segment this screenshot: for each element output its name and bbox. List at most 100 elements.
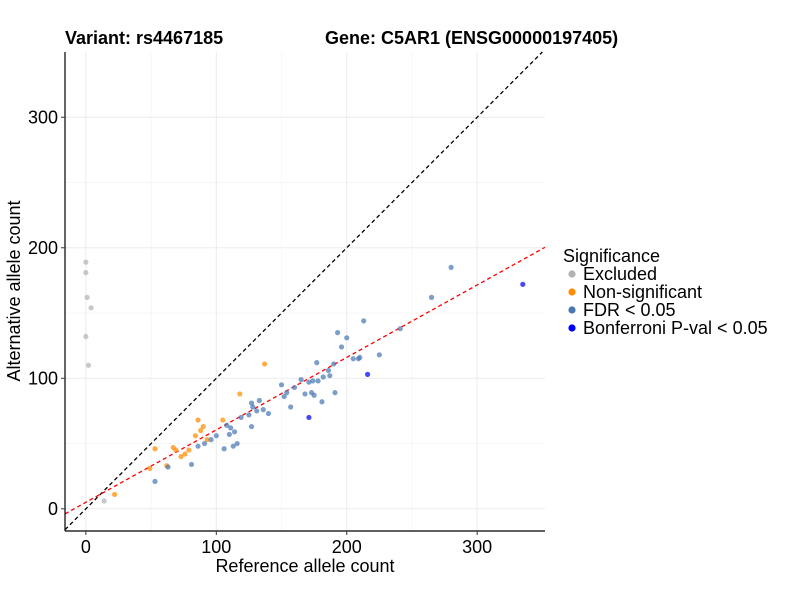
data-point-fdr-0-05 (320, 374, 326, 380)
data-point-fdr-0-05 (357, 354, 363, 361)
data-point-fdr-0-05 (248, 400, 255, 406)
data-point-non-significant (186, 447, 192, 453)
data-point-fdr-0-05 (327, 373, 333, 379)
data-point-fdr-0-05 (311, 392, 317, 398)
data-point-fdr-0-05 (319, 399, 325, 405)
data-point-bonferroni-p-val-0-05 (365, 371, 371, 377)
y-tick-label: 0 (48, 499, 58, 519)
data-point-fdr-0-05 (231, 429, 238, 435)
legend-swatch-excluded (568, 270, 576, 278)
reference-line-identity (64, 51, 543, 531)
legend-swatch-fdr-0-05 (568, 306, 576, 314)
data-point-non-significant (192, 433, 199, 439)
data-point-fdr-0-05 (165, 464, 171, 470)
legend-swatch-bonferroni-p-val-0-05 (568, 324, 576, 332)
y-tick-label: 200 (28, 238, 58, 258)
chart-title-gene: Gene: C5AR1 (ENSG00000197405) (325, 28, 618, 48)
data-point-excluded (83, 333, 89, 340)
data-point-fdr-0-05 (310, 378, 316, 384)
data-point-fdr-0-05 (224, 422, 230, 428)
data-point-non-significant (220, 417, 226, 423)
data-point-fdr-0-05 (238, 414, 244, 421)
chart-title-variant: Variant: rs4467185 (65, 28, 223, 48)
data-point-fdr-0-05 (250, 404, 256, 410)
data-point-fdr-0-05 (228, 425, 234, 431)
data-point-fdr-0-05 (331, 361, 337, 367)
y-axis-title: Alternative allele count (4, 200, 24, 381)
data-point-fdr-0-05 (315, 378, 321, 384)
data-point-bonferroni-p-val-0-05 (306, 414, 312, 421)
data-point-non-significant (173, 447, 179, 453)
data-point-fdr-0-05 (332, 390, 338, 396)
legend: Significance ExcludedNon-significantFDR … (563, 246, 768, 338)
data-point-fdr-0-05 (213, 433, 219, 439)
data-point-fdr-0-05 (335, 330, 341, 336)
data-point-fdr-0-05 (230, 443, 236, 449)
data-point-fdr-0-05 (314, 360, 320, 366)
data-point-fdr-0-05 (195, 443, 201, 449)
data-point-fdr-0-05 (260, 407, 266, 413)
data-point-fdr-0-05 (338, 344, 345, 350)
data-point-non-significant (237, 391, 243, 397)
data-point-fdr-0-05 (291, 384, 298, 391)
legend-label-excluded: Excluded (583, 264, 657, 284)
data-point-fdr-0-05 (256, 397, 262, 404)
data-point-excluded (83, 259, 89, 265)
data-point-non-significant (152, 446, 158, 452)
data-point-fdr-0-05 (265, 410, 272, 417)
y-tick-label: 100 (28, 368, 58, 388)
data-point-bonferroni-p-val-0-05 (520, 281, 526, 287)
data-point-fdr-0-05 (234, 440, 240, 447)
data-point-fdr-0-05 (298, 376, 304, 383)
data-point-fdr-0-05 (306, 379, 312, 385)
legend-swatch-non-significant (568, 288, 576, 296)
data-point-non-significant (195, 417, 201, 423)
data-point-excluded (101, 498, 107, 504)
reference-line-fit (64, 246, 546, 515)
data-point-excluded (85, 362, 92, 368)
x-axis-title: Reference allele count (215, 556, 394, 576)
data-point-fdr-0-05 (325, 367, 332, 374)
data-point-non-significant (111, 491, 118, 498)
data-point-excluded (83, 269, 89, 276)
data-point-non-significant (182, 451, 188, 457)
x-tick-label: 100 (201, 537, 231, 557)
y-tick-label: 300 (28, 107, 58, 127)
data-point-fdr-0-05 (226, 431, 232, 438)
data-point-fdr-0-05 (248, 423, 255, 430)
data-point-excluded (88, 305, 94, 311)
data-point-fdr-0-05 (350, 356, 356, 362)
legend-label-bonferroni-p-val-0-05: Bonferroni P-val < 0.05 (583, 318, 768, 338)
data-point-non-significant (204, 437, 210, 443)
data-point-fdr-0-05 (344, 335, 350, 341)
axis-ticks: 0 100 200 300 0 100 200 300 (28, 107, 492, 557)
data-point-non-significant (178, 454, 184, 460)
x-tick-label: 300 (462, 537, 492, 557)
data-point-fdr-0-05 (448, 264, 454, 270)
x-tick-label: 200 (332, 537, 362, 557)
data-point-fdr-0-05 (152, 478, 158, 485)
data-point-fdr-0-05 (281, 393, 287, 400)
data-point-fdr-0-05 (361, 318, 367, 324)
legend-label-non-significant: Non-significant (583, 282, 702, 302)
data-point-fdr-0-05 (376, 352, 382, 358)
data-point-fdr-0-05 (428, 294, 435, 300)
legend-title: Significance (563, 246, 660, 266)
legend-label-fdr-0-05: FDR < 0.05 (583, 300, 676, 320)
reference-lines (64, 51, 546, 531)
data-point-non-significant (198, 427, 204, 434)
data-point-fdr-0-05 (246, 412, 252, 418)
data-point-fdr-0-05 (188, 461, 195, 468)
data-point-fdr-0-05 (208, 437, 214, 443)
data-point-non-significant (200, 423, 206, 430)
data-point-fdr-0-05 (284, 390, 290, 396)
data-point-fdr-0-05 (221, 446, 227, 452)
data-point-fdr-0-05 (201, 440, 208, 447)
x-tick-label: 0 (81, 537, 91, 557)
data-point-non-significant (261, 361, 268, 367)
data-point-fdr-0-05 (278, 382, 285, 388)
data-points (83, 259, 526, 504)
grid-layer (65, 52, 545, 531)
data-point-fdr-0-05 (254, 408, 260, 414)
